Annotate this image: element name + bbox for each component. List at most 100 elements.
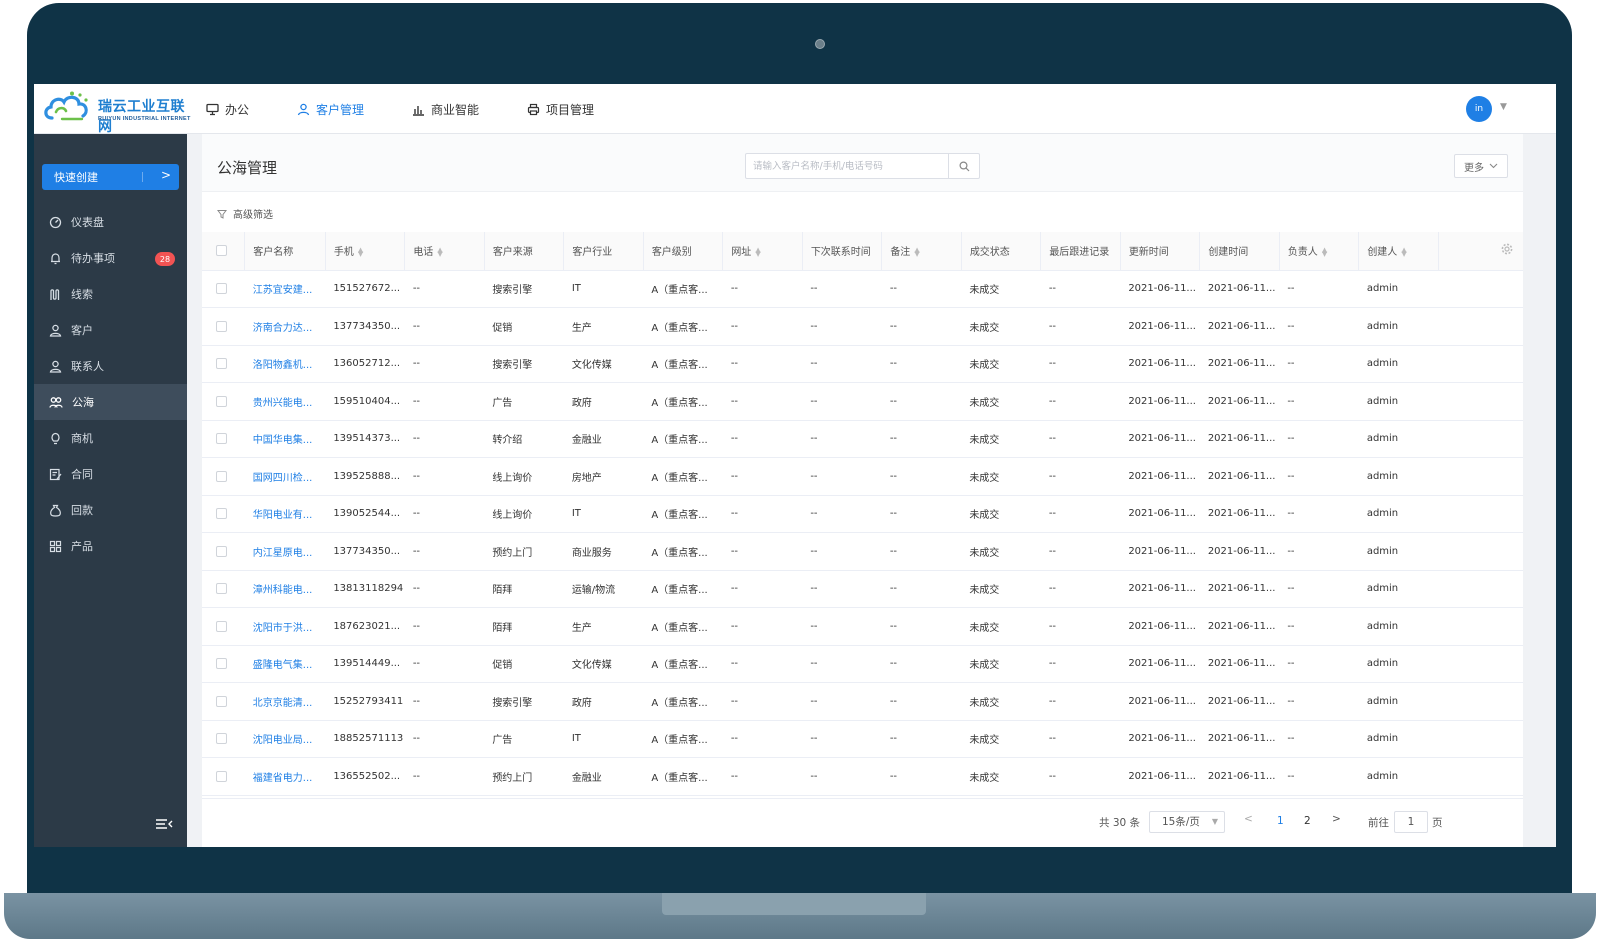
table-row[interactable]: 北京京能清... 15252793411 -- 搜索引擎 政府 A（重点客... -- -- -… — [202, 682, 1523, 721]
row-checkbox[interactable] — [216, 733, 227, 744]
column-header[interactable]: 负责人 ▲ ▼ — [1279, 232, 1360, 271]
table-cell-spacer — [1438, 720, 1523, 758]
table-row[interactable]: 沈阳市于洪... 187623021... -- 陌拜 生产 A（重点客... -- -- --… — [202, 607, 1523, 646]
table-row[interactable]: 华阳电业有... 139052544... -- 线上询价 IT A（重点客... -- --… — [202, 495, 1523, 533]
row-checkbox[interactable] — [216, 433, 227, 444]
row-checkbox[interactable] — [216, 770, 227, 782]
row-checkbox[interactable] — [216, 358, 227, 369]
row-checkbox[interactable] — [216, 658, 227, 669]
customer-name-link[interactable]: 洛阳物鑫机... — [244, 345, 326, 383]
customer-name-link[interactable]: 江苏宜安建... — [244, 270, 326, 308]
row-checkbox[interactable] — [216, 695, 227, 707]
group-icon — [49, 396, 63, 408]
row-checkbox[interactable] — [216, 283, 227, 294]
nav-item-business-intelligence[interactable]: 商业智能 — [412, 84, 503, 134]
column-header[interactable]: 创建人 ▲ ▼ — [1358, 232, 1439, 271]
caret-down-icon[interactable]: ▼ — [1500, 102, 1507, 112]
customer-name-link[interactable]: 盛隆电气集... — [244, 645, 326, 683]
customer-name-link[interactable]: 济南合力达... — [244, 307, 326, 346]
row-checkbox[interactable] — [216, 620, 227, 632]
prev-page-icon[interactable]: < — [1244, 813, 1253, 825]
table-row[interactable]: 江苏宜安建... 151527672... -- 搜索引擎 IT A（重点客... -- --… — [202, 270, 1523, 308]
table-row[interactable]: 沈阳电业局... 18852571113 -- 广告 IT A（重点客... -- -- -- 未… — [202, 720, 1523, 758]
table-row[interactable]: 福建省电力... 136552502... -- 预约上门 金融业 A（重点客... -- -… — [202, 757, 1523, 796]
table-row[interactable]: 内江星原电... 137734350... -- 预约上门 商业服务 A（重点客... --… — [202, 532, 1523, 571]
column-header[interactable]: 电话 ▲ ▼ — [404, 232, 485, 271]
table-cell: -- — [802, 607, 882, 646]
table-row[interactable]: 国网四川检... 139525888... -- 线上询价 房地产 A（重点客... -- -… — [202, 457, 1523, 496]
collapse-menu-icon[interactable] — [155, 818, 173, 830]
logo[interactable]: 瑞云工业互联网 RUIYUN INDUSTRIAL INTERNET — [42, 90, 192, 135]
table-cell: A（重点客... — [643, 420, 723, 458]
sort-icon[interactable]: ▲ ▼ — [437, 246, 443, 259]
sidebar-item-customers[interactable]: 客户 — [34, 312, 187, 348]
customer-name-link[interactable]: 漳州科能电... — [244, 570, 326, 608]
quick-create-button[interactable]: 快速创建 > — [42, 164, 179, 190]
customer-name-link[interactable]: 中国华电集... — [244, 420, 326, 458]
sidebar-item-public-pool[interactable]: 公海 — [34, 384, 187, 420]
select-all-checkbox[interactable] — [216, 245, 227, 256]
row-checkbox[interactable] — [216, 583, 227, 594]
sidebar-item-contacts[interactable]: 联系人 — [34, 348, 187, 384]
gear-icon[interactable] — [1501, 243, 1513, 255]
customer-name-link[interactable]: 福建省电力... — [244, 757, 326, 796]
sort-icon[interactable]: ▲ ▼ — [1401, 246, 1407, 259]
customer-name-link[interactable]: 北京京能清... — [244, 682, 326, 721]
table-cell: -- — [722, 757, 803, 796]
sidebar-item-clues[interactable]: 线索 — [34, 276, 187, 312]
row-checkbox[interactable] — [216, 320, 227, 332]
row-checkbox[interactable] — [216, 545, 227, 557]
table-cell: 137734350... — [325, 307, 405, 346]
column-header[interactable]: 手机 ▲ ▼ — [325, 232, 406, 271]
column-header-label: 负责人 — [1287, 247, 1318, 259]
table-row[interactable]: 贵州兴能电... 159510404... -- 广告 政府 A（重点客... -- -- --… — [202, 382, 1523, 421]
customer-name-link[interactable]: 国网四川检... — [244, 457, 326, 496]
sort-icon[interactable]: ▲ ▼ — [755, 246, 761, 259]
sidebar-item-opportunities[interactable]: 商机 — [34, 420, 187, 456]
page-size-select[interactable]: 15条/页 ▼ — [1149, 811, 1225, 833]
more-button[interactable]: 更多 — [1454, 154, 1508, 178]
page-number-2[interactable]: 2 — [1304, 815, 1311, 827]
sort-icon[interactable]: ▲ ▼ — [914, 246, 920, 259]
table-row[interactable]: 济南合力达... 137734350... -- 促销 生产 A（重点客... -- -- --… — [202, 307, 1523, 346]
advanced-filter[interactable]: 高级筛选 — [217, 206, 273, 221]
table-row[interactable]: 盛隆电气集... 139514449... -- 促销 文化传媒 A（重点客... -- --… — [202, 645, 1523, 683]
user-avatar[interactable]: in — [1466, 96, 1492, 122]
customer-name-link[interactable]: 华阳电业有... — [244, 495, 326, 533]
table-row[interactable]: 漳州科能电... 13813118294 -- 陌拜 运输/物流 A（重点客... -- --… — [202, 570, 1523, 608]
sidebar-item-todo[interactable]: 待办事项 28 — [34, 240, 187, 276]
sidebar-item-payments[interactable]: 回款 — [34, 492, 187, 528]
page-unit-label: 页 — [1432, 817, 1443, 829]
customer-name-link[interactable]: 沈阳电业局... — [244, 720, 326, 758]
column-header[interactable]: 备注 ▲ ▼ — [881, 232, 962, 271]
customer-name-link[interactable]: 内江星原电... — [244, 532, 326, 571]
sort-icon[interactable]: ▲ ▼ — [1321, 246, 1328, 259]
nav-item-customer-management[interactable]: 客户管理 — [297, 84, 388, 134]
row-checkbox[interactable] — [216, 508, 227, 519]
goto-page-input[interactable]: 1 — [1394, 811, 1428, 833]
table-cell: -- — [802, 682, 882, 721]
next-page-icon[interactable]: > — [1332, 813, 1341, 825]
nav-item-project-management[interactable]: 项目管理 — [527, 84, 618, 134]
table-cell: -- — [1279, 420, 1359, 458]
sidebar-item-contracts[interactable]: 合同 — [34, 456, 187, 492]
sort-icon[interactable]: ▲ ▼ — [357, 246, 364, 259]
sidebar-item-products[interactable]: 产品 — [34, 528, 187, 564]
sidebar-item-dashboard[interactable]: 仪表盘 — [34, 204, 187, 240]
row-checkbox[interactable] — [216, 470, 227, 482]
row-checkbox[interactable] — [216, 395, 227, 407]
table-row[interactable]: 洛阳物鑫机... 136052712... -- 搜索引擎 文化传媒 A（重点客... --… — [202, 345, 1523, 383]
table-cell: admin — [1358, 495, 1439, 533]
column-header[interactable]: 网址 ▲ ▼ — [722, 232, 803, 271]
table-cell: 未成交 — [961, 382, 1041, 421]
table-row[interactable]: 中国华电集... 139514373... -- 转介绍 金融业 A（重点客... -- --… — [202, 420, 1523, 458]
customer-name-link[interactable]: 贵州兴能电... — [244, 382, 326, 421]
page-number-1[interactable]: 1 — [1277, 815, 1284, 827]
search-input[interactable] — [746, 154, 948, 178]
search-button[interactable] — [948, 154, 979, 178]
table-cell: -- — [404, 607, 485, 646]
sidebar-menu: 仪表盘 待办事项 28 线索 客户 联系人 公海 — [34, 204, 187, 564]
table-cell-spacer — [1438, 682, 1523, 721]
nav-item-office[interactable]: 办公 — [206, 84, 273, 134]
customer-name-link[interactable]: 沈阳市于洪... — [244, 607, 326, 646]
